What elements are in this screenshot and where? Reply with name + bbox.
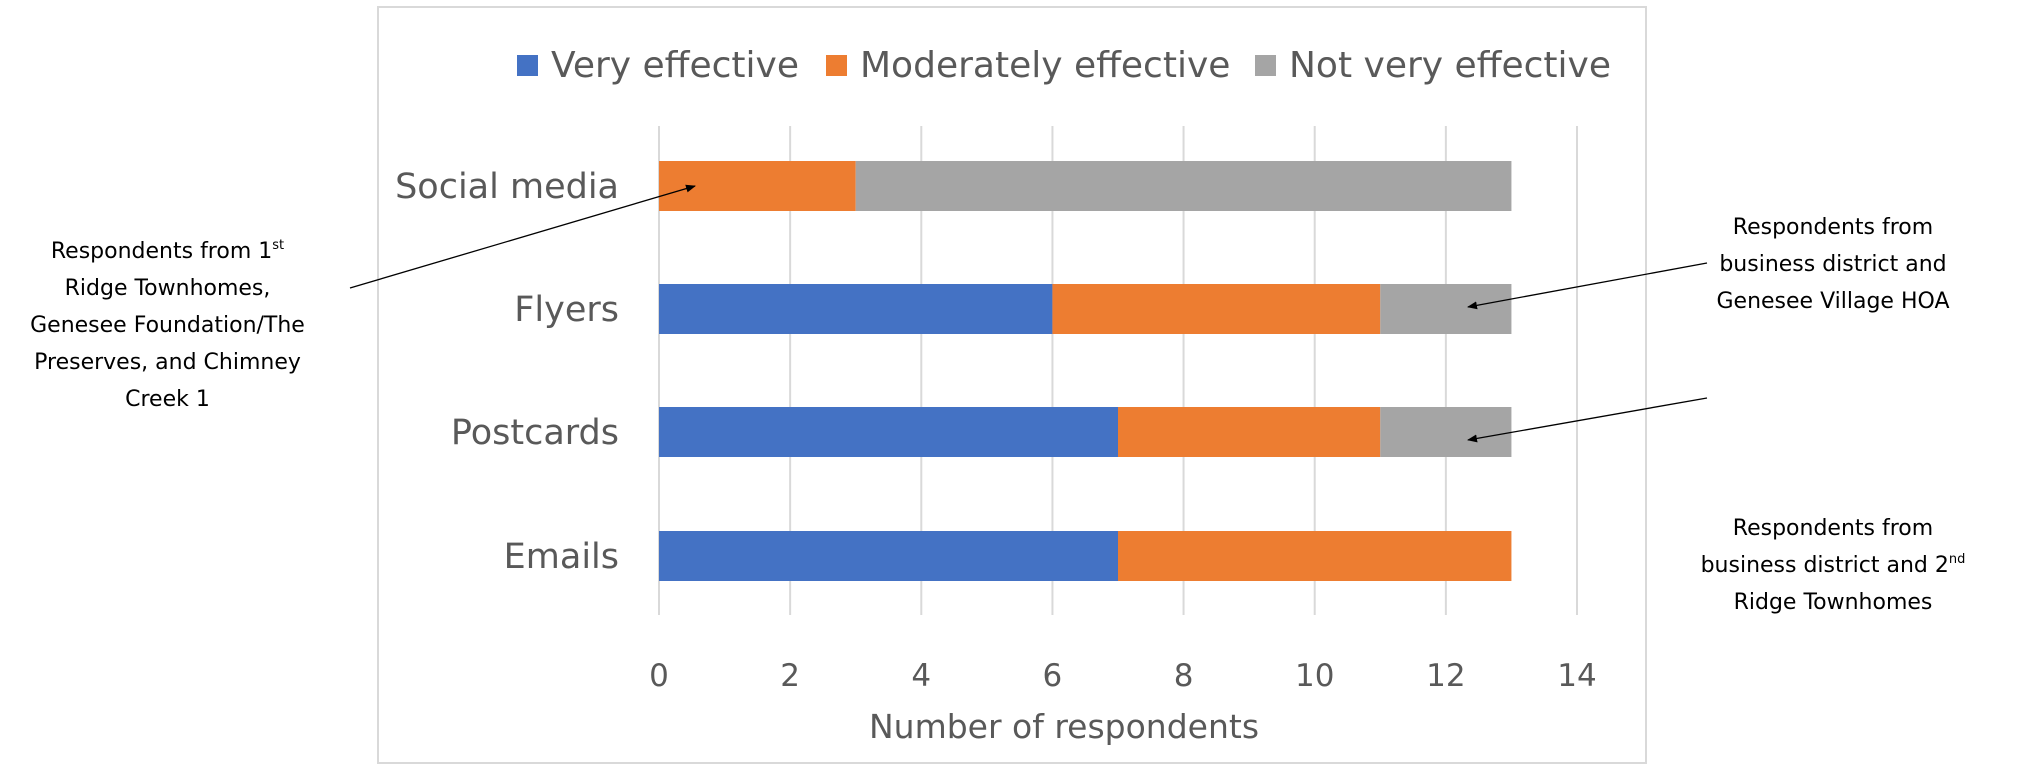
bar-segment (659, 284, 1053, 334)
annotation-line: Genesee Village HOA (1716, 289, 1950, 314)
annotation-line: Genesee Foundation/The (30, 313, 305, 338)
legend-swatch (517, 55, 538, 76)
annotation-line: business district and (1719, 252, 1947, 277)
category-label: Social media (395, 167, 619, 207)
x-tick-label: 8 (1174, 658, 1194, 694)
legend-label: Not very effective (1289, 45, 1611, 86)
x-tick-label: 6 (1043, 658, 1063, 694)
annotation-arrow-flyers (1467, 262, 1708, 310)
x-tick-label: 0 (649, 658, 669, 694)
bar-segment (1052, 284, 1381, 334)
annotation-emails: Respondents from business district and 2… (1683, 510, 1983, 621)
legend-label: Very effective (551, 45, 799, 86)
x-tick-label: 14 (1557, 658, 1596, 694)
bar-segment (1118, 407, 1381, 457)
x-tick-label: 12 (1426, 658, 1465, 694)
category-label: Postcards (451, 413, 619, 453)
annotation-line: Respondents from 1st (50, 238, 285, 264)
bar-segment (659, 407, 1118, 457)
annotation-social-media: Respondents from 1st Ridge Townhomes, Ge… (0, 233, 335, 418)
x-tick-label: 10 (1295, 658, 1334, 694)
annotation-line: Ridge Townhomes (1733, 590, 1933, 615)
legend-swatch (1255, 55, 1276, 76)
bar-segment (1118, 531, 1512, 581)
x-axis-title: Number of respondents (869, 707, 1259, 746)
x-tick-label: 2 (780, 658, 800, 694)
chart-frame (377, 6, 1647, 764)
x-tick-label: 4 (911, 658, 931, 694)
annotation-arrow-postcards (1467, 397, 1708, 443)
legend-swatch (826, 55, 847, 76)
bar-segment (659, 161, 856, 211)
bar-segment (1380, 407, 1512, 457)
bar-segment (1380, 284, 1512, 334)
annotation-arrow-social-media (349, 184, 696, 289)
bar-segment (659, 531, 1118, 581)
annotation-line: Respondents from (1732, 215, 1934, 240)
annotation-line: Creek 1 (125, 387, 210, 412)
legend-label: Moderately effective (860, 45, 1230, 86)
bar-segment (855, 161, 1512, 211)
annotation-line: business district and 2nd (1700, 552, 1966, 578)
category-label: Emails (504, 537, 619, 577)
annotation-flyers: Respondents from business district and G… (1683, 209, 1983, 320)
annotation-line: Preserves, and Chimney (34, 350, 301, 375)
annotation-line: Ridge Townhomes, (64, 276, 271, 301)
category-label: Flyers (514, 290, 619, 330)
annotation-line: Respondents from (1732, 516, 1934, 541)
